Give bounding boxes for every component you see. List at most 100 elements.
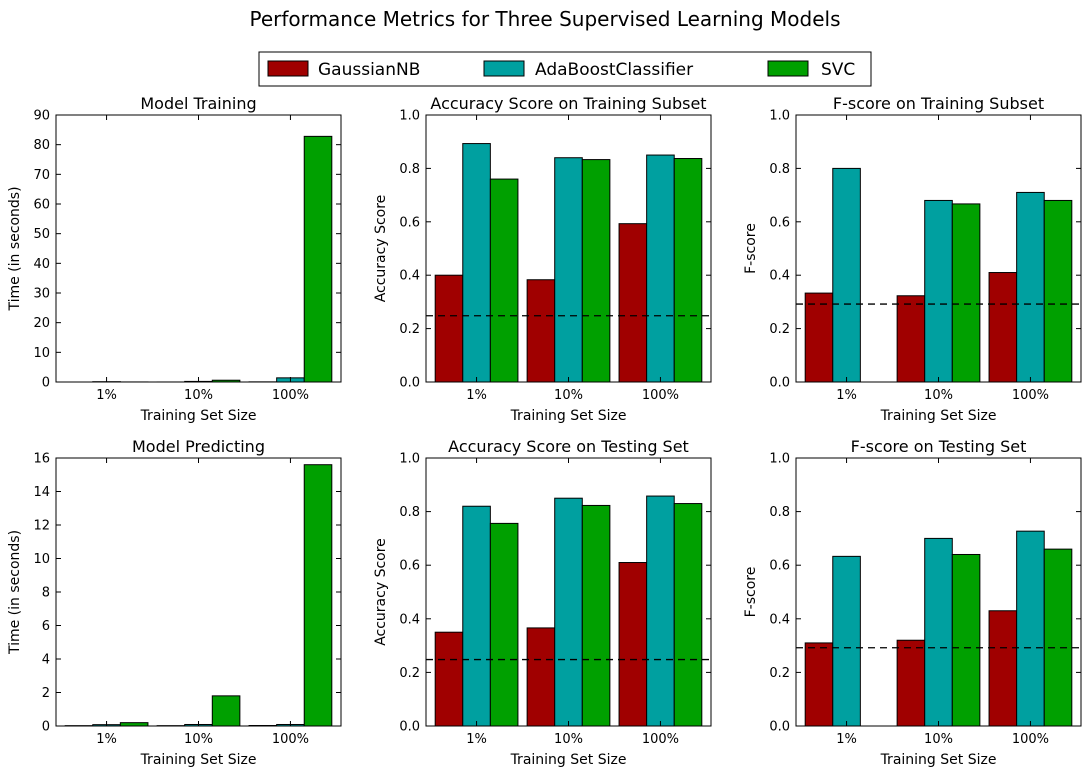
- ytick-label-model-training: 20: [33, 316, 50, 331]
- bar-fscore-testing-set-gaussiannb-100pct: [988, 610, 1018, 727]
- ytick-label-model-training: 30: [33, 287, 50, 302]
- ytick-label-fscore-training-subset: 0.2: [769, 322, 790, 337]
- ytick-label-model-predicting: 6: [42, 619, 50, 634]
- plot-area-model-predicting: [56, 458, 341, 726]
- bar-model-predicting-svc-10pct: [211, 695, 241, 727]
- bar-accuracy-training-subset-svc-1pct: [489, 178, 519, 383]
- ytick-label-model-predicting: 16: [33, 452, 50, 467]
- xtick-label-model-predicting-1pct: 1%: [96, 732, 117, 747]
- legend-label-svc: SVC: [821, 60, 855, 80]
- ytick-label-accuracy-training-subset: 0.0: [399, 376, 420, 391]
- bar-accuracy-training-subset-adaboostclassifier-100pct: [646, 154, 675, 383]
- xtick-label-model-predicting-10pct: 10%: [184, 732, 213, 747]
- panel-model-training: 0 10 20 30 40 50 60 70 80 90 1% 10% 100% Model Traini…: [7, 94, 342, 424]
- bar-accuracy-training-subset-gaussiannb-100pct: [618, 223, 648, 383]
- bar-accuracy-testing-set-svc-10pct: [581, 504, 611, 727]
- bar-accuracy-testing-set-adaboostclassifier-10pct: [554, 497, 583, 727]
- bar-fscore-training-subset-adaboostclassifier-1pct: [832, 167, 861, 383]
- ytick-label-accuracy-training-subset: 0.4: [399, 269, 420, 284]
- bar-accuracy-training-subset-adaboostclassifier-10pct: [554, 157, 583, 383]
- ytick-label-fscore-testing-set: 0.4: [769, 612, 790, 627]
- x-axis-label-accuracy-training-subset: Training Set Size: [510, 408, 627, 424]
- ytick-label-fscore-testing-set: 0.2: [769, 666, 790, 681]
- bar-fscore-training-subset-gaussiannb-1pct: [804, 292, 834, 383]
- ytick-label-fscore-testing-set: 0.8: [769, 505, 790, 520]
- ytick-label-accuracy-training-subset: 0.6: [399, 215, 420, 230]
- bar-model-training-svc-100pct: [303, 135, 333, 383]
- ytick-label-accuracy-testing-set: 0.2: [399, 666, 420, 681]
- ytick-label-accuracy-testing-set: 0.8: [399, 505, 420, 520]
- ytick-label-model-training: 90: [33, 109, 50, 124]
- chart-title-model-training: Model Training: [140, 94, 256, 113]
- ytick-label-model-training: 0: [42, 376, 50, 391]
- bar-accuracy-testing-set-svc-1pct: [489, 522, 519, 727]
- x-axis-label-model-predicting: Training Set Size: [140, 752, 257, 768]
- xtick-label-fscore-testing-set-10pct: 10%: [924, 732, 953, 747]
- legend-label-adaboostclassifier: AdaBoostClassifier: [535, 60, 693, 80]
- ytick-label-model-predicting: 0: [42, 720, 50, 735]
- chart-title-accuracy-training-subset: Accuracy Score on Training Subset: [430, 94, 706, 113]
- y-axis-label-model-predicting: Time (in seconds): [7, 530, 23, 655]
- bar-accuracy-training-subset-gaussiannb-10pct: [526, 279, 556, 383]
- xtick-label-accuracy-testing-set-10pct: 10%: [554, 732, 583, 747]
- bar-fscore-training-subset-gaussiannb-100pct: [988, 272, 1018, 383]
- bar-fscore-testing-set-adaboostclassifier-1pct: [832, 555, 861, 727]
- ytick-label-model-predicting: 2: [42, 686, 50, 701]
- ytick-label-model-predicting: 14: [33, 485, 50, 500]
- bar-model-predicting-svc-100pct: [303, 464, 333, 727]
- xtick-label-model-training-1pct: 1%: [96, 388, 117, 403]
- figure-title: Performance Metrics for Three Supervised…: [250, 7, 841, 31]
- ytick-label-model-training: 60: [33, 198, 50, 213]
- y-axis-label-model-training: Time (in seconds): [7, 186, 23, 311]
- panel-fscore-training-subset: 0.0 0.2 0.4 0.6 0.8 1.0 1% 10% 100% F-score on Tr…: [743, 94, 1082, 424]
- bar-fscore-testing-set-gaussiannb-10pct: [896, 639, 926, 727]
- x-axis-label-model-training: Training Set Size: [140, 408, 257, 424]
- bar-model-predicting-svc-1pct: [119, 722, 149, 727]
- ytick-label-accuracy-testing-set: 1.0: [399, 452, 420, 467]
- legend: GaussianNB AdaBoostClassifier SVC: [258, 51, 872, 87]
- bar-fscore-testing-set-adaboostclassifier-100pct: [1016, 530, 1045, 727]
- legend-swatch-svc: [767, 60, 809, 77]
- bar-accuracy-testing-set-svc-100pct: [673, 503, 703, 727]
- ytick-label-model-training: 50: [33, 227, 50, 242]
- xtick-label-fscore-testing-set-100pct: 100%: [1012, 732, 1049, 747]
- bar-accuracy-training-subset-svc-100pct: [673, 158, 703, 383]
- xtick-label-fscore-training-subset-100pct: 100%: [1012, 388, 1049, 403]
- bar-fscore-testing-set-adaboostclassifier-10pct: [924, 537, 953, 727]
- ytick-label-model-predicting: 12: [33, 519, 50, 534]
- panel-accuracy-training-subset: 0.0 0.2 0.4 0.6 0.8 1.0 1% 10% 100% Accuracy Scor…: [373, 94, 712, 424]
- bar-fscore-testing-set-gaussiannb-1pct: [804, 642, 834, 727]
- bar-accuracy-training-subset-adaboostclassifier-1pct: [462, 143, 491, 383]
- xtick-label-fscore-testing-set-1pct: 1%: [836, 732, 857, 747]
- ytick-label-fscore-training-subset: 0.8: [769, 162, 790, 177]
- y-axis-label-fscore-testing-set: F-score: [743, 567, 759, 618]
- bar-fscore-training-subset-svc-100pct: [1043, 199, 1073, 383]
- x-axis-label-fscore-training-subset: Training Set Size: [880, 408, 997, 424]
- ytick-label-fscore-testing-set: 0.0: [769, 720, 790, 735]
- bar-accuracy-testing-set-adaboostclassifier-100pct: [646, 495, 675, 727]
- bar-accuracy-training-subset-gaussiannb-1pct: [434, 274, 464, 383]
- bar-accuracy-training-subset-svc-10pct: [581, 159, 611, 383]
- panel-model-predicting: 0 2 4 6 8 10 12 14 16 1% 10% 100% Model Predicting Tr…: [7, 437, 342, 768]
- ytick-label-accuracy-testing-set: 0.4: [399, 612, 420, 627]
- chart-title-model-predicting: Model Predicting: [132, 437, 265, 456]
- chart-title-fscore-testing-set: F-score on Testing Set: [851, 437, 1027, 456]
- ytick-label-accuracy-training-subset: 0.8: [399, 162, 420, 177]
- ytick-label-accuracy-testing-set: 0.6: [399, 559, 420, 574]
- ytick-label-model-predicting: 4: [42, 653, 50, 668]
- xtick-label-accuracy-training-subset-10pct: 10%: [554, 388, 583, 403]
- bar-fscore-training-subset-svc-10pct: [951, 203, 981, 383]
- bar-fscore-training-subset-adaboostclassifier-100pct: [1016, 191, 1045, 383]
- bar-accuracy-testing-set-adaboostclassifier-1pct: [462, 505, 491, 727]
- bar-fscore-training-subset-gaussiannb-10pct: [896, 295, 926, 383]
- ytick-label-model-training: 40: [33, 257, 50, 272]
- bar-accuracy-testing-set-gaussiannb-100pct: [618, 562, 648, 727]
- xtick-label-model-predicting-100pct: 100%: [272, 732, 309, 747]
- panel-accuracy-testing-set: 0.0 0.2 0.4 0.6 0.8 1.0 1% 10% 100% Accuracy Scor…: [373, 437, 712, 768]
- ytick-label-accuracy-training-subset: 1.0: [399, 109, 420, 124]
- ytick-label-fscore-training-subset: 0.6: [769, 215, 790, 230]
- bar-accuracy-testing-set-gaussiannb-1pct: [434, 631, 464, 727]
- y-axis-label-accuracy-training-subset: Accuracy Score: [373, 195, 389, 303]
- ytick-label-model-predicting: 8: [42, 586, 50, 601]
- ytick-label-fscore-training-subset: 0.4: [769, 269, 790, 284]
